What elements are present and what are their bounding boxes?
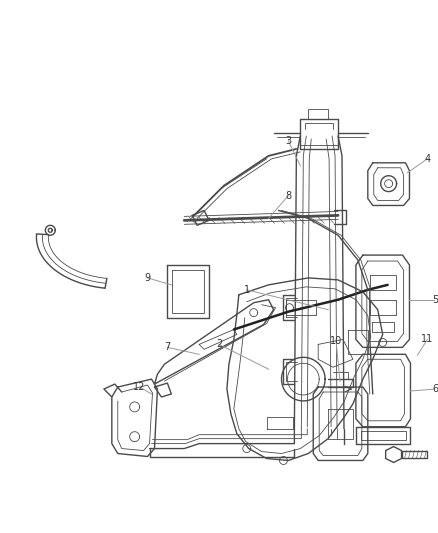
Text: 11: 11 <box>421 334 434 344</box>
Text: 10: 10 <box>330 336 342 346</box>
Text: 12: 12 <box>134 382 146 392</box>
Text: 5: 5 <box>432 295 438 305</box>
Text: 8: 8 <box>286 191 292 200</box>
Text: 2: 2 <box>216 340 222 350</box>
Text: 4: 4 <box>424 154 431 164</box>
Text: 1: 1 <box>244 285 250 295</box>
Text: 3: 3 <box>286 136 292 146</box>
Text: 6: 6 <box>432 384 438 394</box>
Text: 9: 9 <box>145 273 151 283</box>
Text: 7: 7 <box>164 342 170 352</box>
